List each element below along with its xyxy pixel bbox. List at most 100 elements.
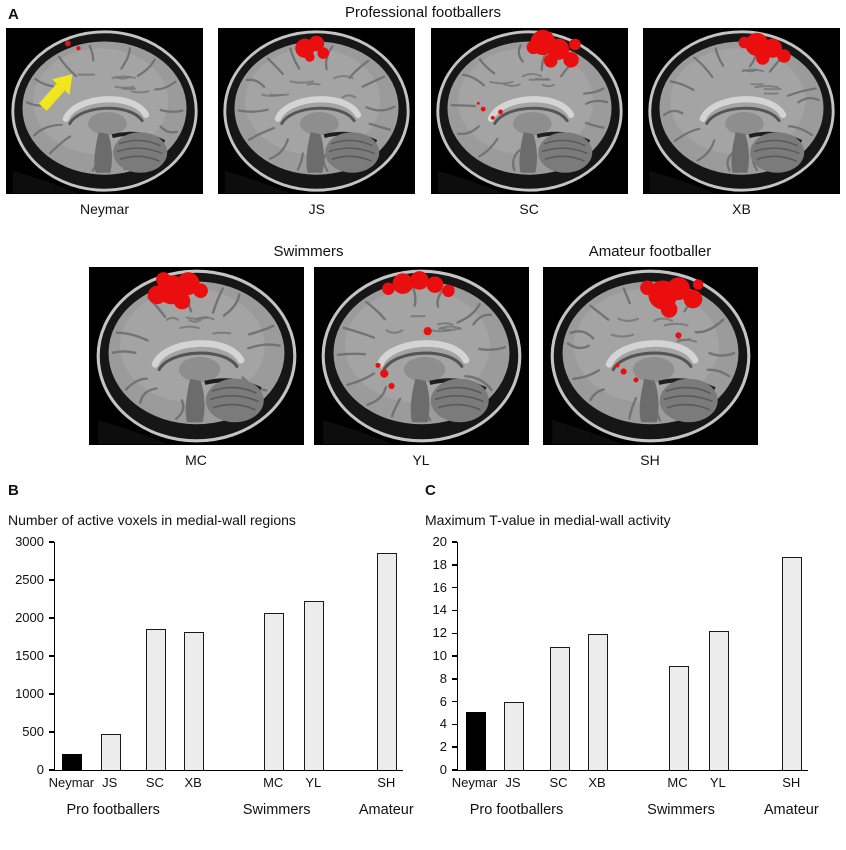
y-tick-label: 1500 bbox=[15, 648, 44, 663]
amateur-group: Amateur footballer SH bbox=[542, 243, 758, 468]
activation-overlay bbox=[614, 277, 703, 383]
brain-card-SC: SC bbox=[430, 28, 628, 217]
y-tick-label: 10 bbox=[432, 648, 447, 663]
y-tick-mark bbox=[452, 541, 457, 543]
brain-mri-SC bbox=[430, 28, 628, 194]
y-tick-mark bbox=[452, 678, 457, 680]
chart-b-title: Number of active voxels in medial-wall r… bbox=[8, 512, 296, 528]
subject-label: XB bbox=[732, 201, 751, 217]
bar-SH bbox=[377, 552, 398, 770]
y-tick-mark bbox=[49, 655, 54, 657]
yellow-arrow-icon bbox=[38, 74, 73, 111]
y-tick-label: 3000 bbox=[15, 534, 44, 549]
y-tick-mark bbox=[49, 617, 54, 619]
brain-card-JS: JS bbox=[218, 28, 416, 217]
bar-MC bbox=[264, 612, 285, 770]
charts-section: B Number of active voxels in medial-wall… bbox=[0, 482, 846, 834]
y-tick-label: 0 bbox=[36, 762, 44, 777]
y-tick-label: 500 bbox=[22, 724, 44, 739]
y-tick-label: 1000 bbox=[15, 686, 44, 701]
chart-c-title: Maximum T-value in medial-wall activity bbox=[425, 512, 671, 528]
brain-row-amateur: SH bbox=[542, 267, 758, 468]
bar-JS bbox=[504, 701, 524, 770]
subject-label: YL bbox=[412, 452, 430, 468]
subject-label: Neymar bbox=[79, 201, 129, 217]
y-tick-label: 0 bbox=[439, 762, 447, 777]
group-title-pro: Professional footballers bbox=[345, 4, 501, 21]
brain-mri-XB bbox=[642, 28, 840, 194]
activation-overlay bbox=[374, 271, 455, 390]
pro-footballers-group: Professional footballers Neymar JS SC XB bbox=[0, 0, 846, 217]
y-tick-label: 6 bbox=[439, 693, 447, 709]
brain-card-YL: YL bbox=[313, 267, 529, 468]
brain-card-MC: MC bbox=[88, 267, 304, 468]
x-group-label: Pro footballers bbox=[469, 802, 564, 818]
x-category-label: Neymar bbox=[451, 775, 498, 790]
y-tick-mark bbox=[452, 655, 457, 657]
x-category-label: XB bbox=[588, 775, 606, 790]
activation-overlay bbox=[476, 29, 581, 120]
bar-JS bbox=[100, 734, 121, 770]
y-tick-mark bbox=[452, 746, 457, 748]
y-tick-mark bbox=[452, 769, 457, 771]
brain-mri-Neymar bbox=[6, 28, 203, 194]
bar-MC bbox=[668, 666, 689, 770]
y-tick-label: 18 bbox=[432, 556, 447, 572]
plot-area bbox=[457, 542, 808, 771]
group-title-amateur: Amateur footballer bbox=[588, 243, 712, 260]
brain-mri-JS bbox=[218, 28, 416, 194]
bar-YL bbox=[304, 601, 325, 770]
activation-overlay bbox=[64, 40, 81, 51]
brain-mri-YL bbox=[313, 267, 529, 445]
activation-overlay bbox=[738, 32, 791, 65]
activation-overlay bbox=[147, 272, 208, 310]
y-tick-label: 8 bbox=[439, 670, 447, 686]
bar-SC bbox=[549, 646, 570, 770]
y-tick-label: 14 bbox=[432, 602, 447, 618]
y-tick-mark bbox=[49, 769, 54, 771]
y-tick-label: 12 bbox=[432, 625, 447, 641]
x-group-label: Amateur bbox=[763, 802, 819, 818]
x-category-label: SH bbox=[377, 775, 396, 790]
bar-Neymar bbox=[62, 754, 83, 770]
panel-b: B Number of active voxels in medial-wall… bbox=[8, 482, 414, 832]
x-category-label: YL bbox=[709, 775, 726, 790]
panel-a-row2: Swimmers MC YL Amateur footballer SH bbox=[0, 243, 846, 468]
panel-c-label: C bbox=[425, 482, 436, 499]
x-category-label: Neymar bbox=[48, 775, 95, 790]
y-tick-mark bbox=[452, 723, 457, 726]
panel-b-label: B bbox=[8, 482, 19, 499]
x-category-label: SC bbox=[145, 775, 164, 790]
activation-overlay bbox=[295, 35, 330, 62]
x-category-label: MC bbox=[667, 775, 688, 790]
x-group-label: Swimmers bbox=[242, 802, 311, 818]
x-group-label: Swimmers bbox=[647, 802, 715, 818]
y-tick-mark bbox=[49, 693, 54, 695]
bar-XB bbox=[184, 631, 205, 770]
bar-SC bbox=[145, 628, 166, 770]
x-category-label: YL bbox=[305, 775, 322, 790]
y-tick-label: 4 bbox=[439, 716, 447, 732]
brain-row-swimmers: MC YL bbox=[88, 267, 529, 468]
bar-XB bbox=[588, 634, 608, 770]
x-group-label: Amateur bbox=[358, 802, 414, 818]
plot-area bbox=[54, 542, 403, 771]
chart-c: 0 2 4 6 8 10 12 14 16 18 20 Neymar JS SC XB MC YL SH Pro f… bbox=[425, 534, 838, 832]
x-category-label: SH bbox=[782, 775, 801, 790]
y-tick-mark bbox=[49, 541, 54, 543]
brain-mri-MC bbox=[88, 267, 304, 445]
group-title-swimmers: Swimmers bbox=[273, 243, 344, 260]
x-category-label: MC bbox=[263, 775, 284, 790]
panel-c: C Maximum T-value in medial-wall activit… bbox=[425, 482, 838, 832]
y-tick-label: 20 bbox=[432, 534, 447, 549]
x-category-label: JS bbox=[102, 775, 118, 790]
y-tick-mark bbox=[452, 632, 457, 634]
subject-label: SH bbox=[640, 452, 660, 468]
y-tick-mark bbox=[452, 586, 457, 589]
x-category-label: JS bbox=[505, 775, 521, 790]
panel-a-label: A bbox=[8, 6, 19, 23]
subject-label: SC bbox=[519, 201, 539, 217]
y-tick-mark bbox=[452, 564, 457, 566]
brain-mri-SH bbox=[542, 267, 758, 445]
